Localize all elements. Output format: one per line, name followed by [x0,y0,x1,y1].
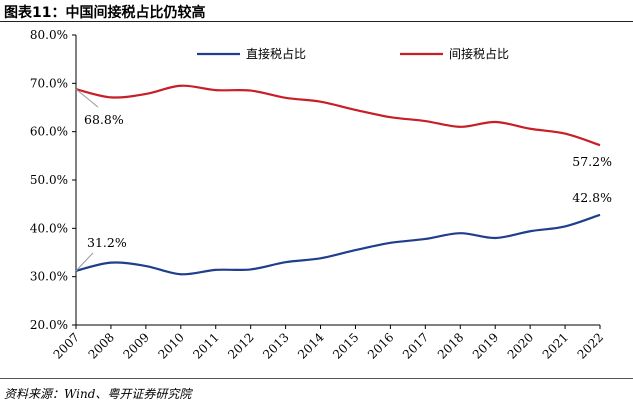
y-tick-label: 80.0% [30,28,68,42]
annotation-direct-2007: 31.2% [87,235,127,250]
annotation-direct-2022: 42.8% [572,190,612,205]
series-layer [75,84,601,276]
leader-line-direct-2007 [75,252,94,272]
source-note: 资料来源：Wind、粤开证券研究院 [4,387,192,401]
y-tick-label: 30.0% [30,270,68,284]
y-tick-label: 20.0% [30,318,68,332]
x-tick-label: 2014 [295,330,327,362]
x-tick-label: 2016 [365,330,396,361]
x-tick-label: 2012 [225,330,256,361]
x-tick-label: 2009 [120,330,151,361]
x-tick-label: 2015 [330,330,361,361]
y-ticks: 20.0% 30.0% 40.0% 50.0% 60.0% 70.0% 80.0% [30,28,76,332]
series-line-direct [75,213,601,276]
x-tick-label: 2018 [435,330,466,361]
legend: 直接税占比 间接税占比 [197,46,509,61]
source-rule [0,378,633,379]
y-tick-label: 70.0% [30,76,68,90]
line-chart: 20.0% 30.0% 40.0% 50.0% 60.0% 70.0% 80.0% 2007… [30,28,612,362]
series-line-indirect [75,84,601,147]
annotation-indirect-2022: 57.2% [572,154,612,169]
legend-label-indirect: 间接税占比 [449,46,509,61]
x-tick-label: 2019 [470,330,501,361]
annotations: 68.8% 31.2% 57.2% 42.8% [75,88,612,272]
axes [75,35,600,326]
leader-line-indirect-2007 [75,88,99,108]
x-tick-label: 2010 [155,330,186,361]
x-tick-label: 2021 [540,330,571,361]
x-tick-label: 2022 [575,330,606,361]
figure-title: 图表11：中国间接税占比仍较高 [4,5,206,21]
legend-label-direct: 直接税占比 [246,46,306,61]
x-tick-label: 2020 [505,330,536,361]
annotation-indirect-2007: 68.8% [84,112,124,127]
title-rule [0,21,633,22]
y-tick-label: 50.0% [30,173,68,187]
x-tick-label: 2013 [260,330,291,361]
x-ticks: 2007 2008 2009 2010 2011 2012 2013 2014 2015 2016… [51,325,606,362]
y-tick-label: 40.0% [30,221,68,235]
x-tick-label: 2008 [86,330,117,361]
x-tick-label: 2007 [51,330,82,361]
x-tick-label: 2011 [190,330,221,361]
y-tick-label: 60.0% [30,125,68,139]
x-tick-label: 2017 [400,330,431,361]
